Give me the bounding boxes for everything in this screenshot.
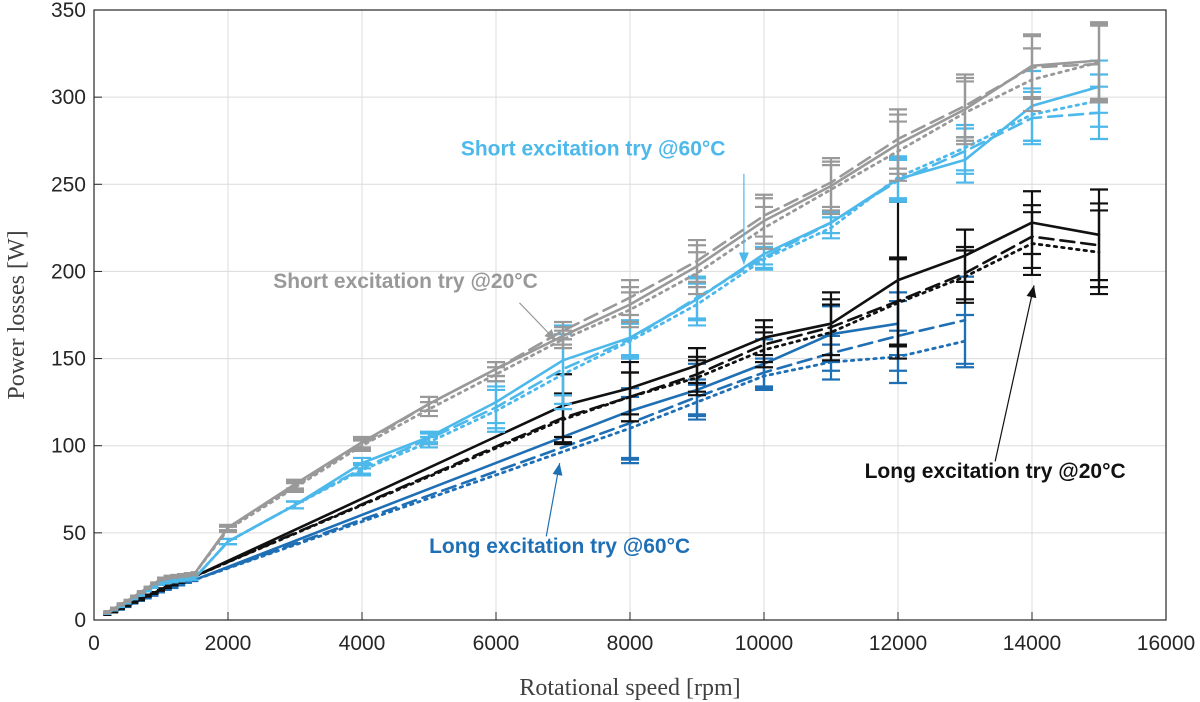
y-tick-label: 200 — [51, 260, 86, 283]
y-tick-label: 300 — [51, 86, 86, 109]
annotation-label-short-20: Short excitation try @20°C — [273, 270, 538, 293]
x-tick-label: 16000 — [1137, 632, 1195, 655]
series-long_20-dotted — [103, 209, 1108, 616]
series-short_20-dotted — [103, 22, 1108, 615]
series-line — [106, 62, 1101, 614]
y-axis-title: Power losses [W] — [4, 230, 30, 399]
annotation-arrow — [994, 285, 1037, 462]
ticks: 0 2000 4000 6000 8000 10000 12000 14000 16000 0 50… — [51, 0, 1195, 655]
x-tick-label: 0 — [88, 632, 100, 655]
annotation-label-long-60: Long excitation try @60°C — [429, 535, 690, 558]
y-tick-label: 350 — [51, 0, 86, 22]
annotation-arrow — [545, 463, 563, 537]
x-axis-title: Rotational speed [rpm] — [519, 675, 740, 701]
series-layer — [103, 21, 1108, 616]
x-tick-label: 14000 — [1003, 632, 1061, 655]
annotation-arrow — [519, 302, 557, 342]
x-tick-label: 12000 — [869, 632, 927, 655]
annotation-label-short-60: Short excitation try @60°C — [461, 138, 726, 161]
y-tick-label: 250 — [51, 173, 86, 196]
x-tick-label: 8000 — [607, 632, 654, 655]
annotations: Short excitation try @60°C Short excitati… — [273, 138, 1125, 558]
x-tick-label: 4000 — [339, 632, 386, 655]
series-line — [106, 242, 1101, 616]
x-tick-label: 10000 — [735, 632, 793, 655]
x-tick-label: 2000 — [205, 632, 252, 655]
y-tick-label: 150 — [51, 348, 86, 371]
annotation-label-long-20: Long excitation try @20°C — [865, 460, 1126, 483]
x-tick-label: 6000 — [473, 632, 520, 655]
series-line — [106, 99, 1101, 615]
y-tick-label: 100 — [51, 435, 86, 458]
y-tick-label: 50 — [63, 522, 86, 545]
y-tick-label: 0 — [74, 609, 86, 632]
